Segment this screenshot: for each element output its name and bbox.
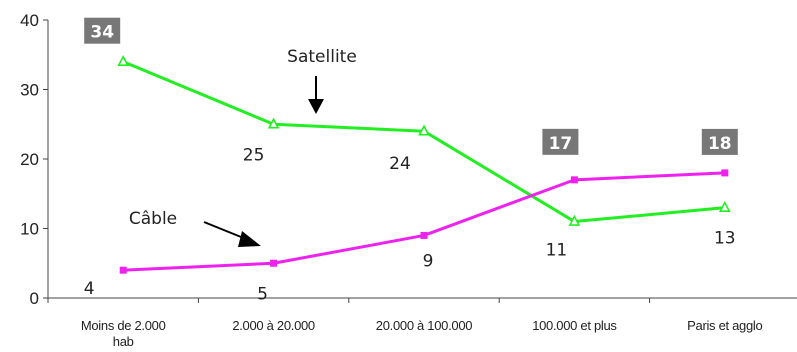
data-point-marker — [270, 259, 278, 267]
y-tick-label: 10 — [20, 220, 39, 239]
x-category-label: 20.000 à 100.000 — [376, 318, 472, 333]
data-label-box — [701, 128, 738, 155]
data-label-box — [84, 17, 121, 44]
data-label: 34 — [90, 23, 114, 43]
annotation-cable: Câble — [129, 209, 177, 229]
y-tick-label: 30 — [20, 81, 39, 100]
data-point-marker — [570, 176, 578, 184]
x-category-label: hab — [113, 334, 134, 349]
data-point-marker — [721, 169, 729, 177]
data-label-box — [542, 128, 579, 155]
data-point-marker — [420, 231, 428, 239]
data-label: 5 — [257, 284, 268, 304]
x-category-label: 2.000 à 20.000 — [232, 318, 315, 333]
data-point-marker — [418, 124, 430, 136]
data-point-marker — [117, 54, 130, 66]
data-label: 4 — [84, 279, 95, 299]
data-label: 9 — [423, 251, 434, 271]
y-tick-label: 20 — [20, 150, 39, 169]
annotation-satellite: Satellite — [287, 47, 357, 67]
y-tick-label: 0 — [30, 289, 39, 308]
data-label: 24 — [389, 154, 411, 174]
x-category-label: 100.000 et plus — [532, 318, 617, 333]
y-tick-label: 40 — [20, 11, 39, 30]
annotation-arrow-cable — [203, 221, 247, 240]
data-point-marker — [119, 266, 127, 274]
x-category-label: Moins de 2.000 — [81, 318, 166, 333]
data-point-marker — [267, 117, 280, 129]
data-label: 13 — [714, 229, 736, 249]
annotation-arrowhead-satellite — [308, 99, 324, 114]
series-line-satellite — [122, 60, 725, 224]
x-category-label: Paris et agglo — [687, 318, 762, 333]
annotation-arrowhead-cable — [238, 231, 261, 247]
data-label: 17 — [549, 134, 573, 154]
data-label: 11 — [546, 241, 568, 261]
data-label: 18 — [708, 134, 732, 154]
data-label: 25 — [243, 145, 265, 165]
data-point-marker — [718, 200, 731, 212]
data-point-marker — [568, 214, 581, 226]
